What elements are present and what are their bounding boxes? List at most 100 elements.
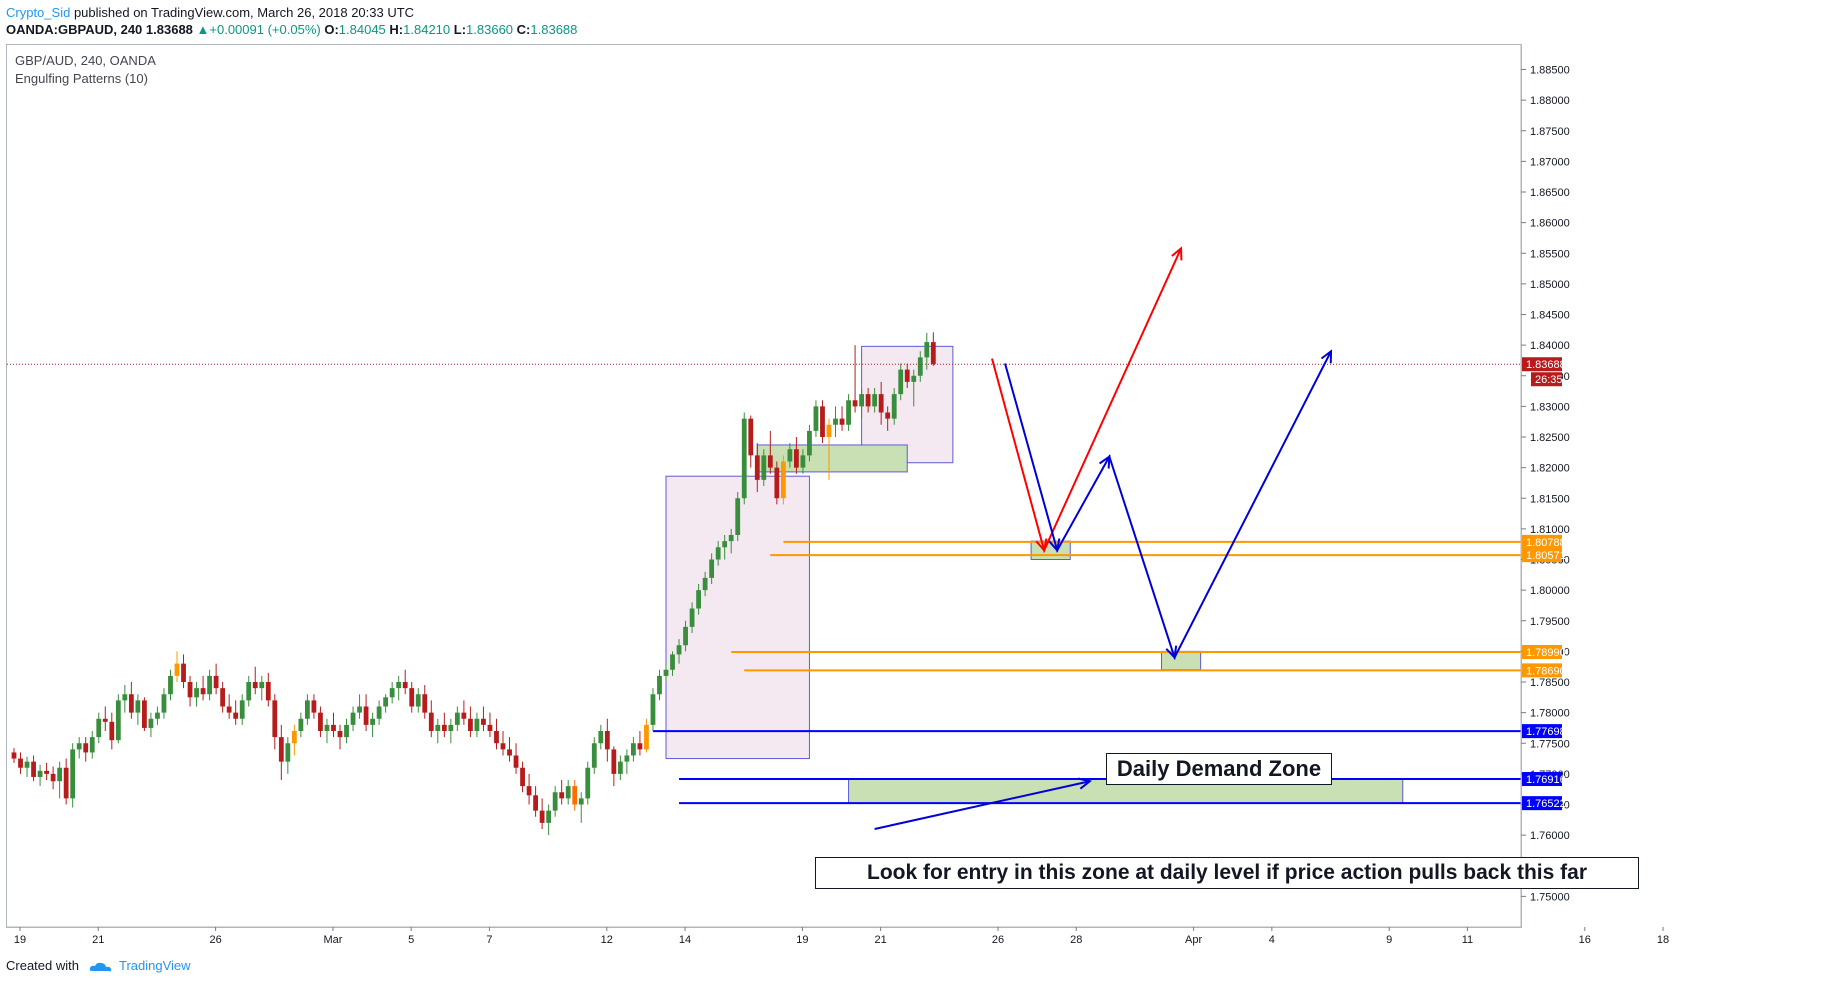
candle-body xyxy=(31,761,36,777)
candle-body xyxy=(109,721,115,741)
candle-body xyxy=(63,767,69,799)
legend-indicator[interactable]: Engulfing Patterns (10) xyxy=(15,71,148,86)
candle-body xyxy=(57,767,63,782)
candle-body xyxy=(878,394,884,413)
level-price-label: 1.78690 xyxy=(1526,665,1566,677)
price-tick-label: 1.80000 xyxy=(1530,585,1570,597)
candle-body xyxy=(44,770,49,774)
candle-body xyxy=(318,712,323,731)
price-tick-label: 1.88500 xyxy=(1530,65,1570,77)
candle-body xyxy=(252,682,258,689)
candle-body xyxy=(624,755,630,762)
level-price-tag xyxy=(1522,663,1562,678)
candle-body xyxy=(37,770,43,777)
candle-body xyxy=(70,749,76,799)
candle-body xyxy=(376,706,382,719)
time-tick-label: 9 xyxy=(1386,934,1392,946)
candle-body xyxy=(513,755,519,768)
candle-body xyxy=(83,743,89,753)
price-tick-label: 1.85500 xyxy=(1530,248,1570,260)
candle-body xyxy=(572,786,578,805)
price-tick-label: 1.78500 xyxy=(1530,677,1570,689)
candle-body xyxy=(298,718,304,731)
candle-body xyxy=(239,700,245,719)
level-price-label: 1.76916 xyxy=(1526,774,1566,786)
candle-body xyxy=(715,547,721,560)
level-price-tag xyxy=(1522,724,1562,739)
candle-body xyxy=(924,342,930,358)
tradingview-link[interactable]: TradingView xyxy=(119,958,191,973)
bullish-projection-arrow-head xyxy=(1077,777,1093,790)
demand-zone-box xyxy=(756,444,908,473)
price-tick-label: 1.87500 xyxy=(1530,126,1570,138)
candle-body xyxy=(291,731,297,744)
candle-body xyxy=(911,375,917,382)
candle-body xyxy=(644,724,649,750)
candle-body xyxy=(181,663,186,682)
price-tick-label: 1.75000 xyxy=(1530,891,1570,903)
chart-header: Crypto_Sid published on TradingView.com,… xyxy=(6,4,577,38)
price-tick-label: 1.84500 xyxy=(1530,310,1570,322)
bullish-projection-arrow xyxy=(1004,350,1332,661)
level-price-label: 1.77698 xyxy=(1526,726,1566,738)
candle-body xyxy=(122,694,128,701)
candle-body xyxy=(676,645,682,655)
candle-body xyxy=(344,724,349,738)
created-with: Created with xyxy=(6,958,79,973)
candle-body xyxy=(820,406,825,437)
time-tick-label: 26 xyxy=(209,934,221,946)
candle-body xyxy=(24,761,30,768)
candle-body xyxy=(350,712,356,725)
countdown-tag xyxy=(1531,372,1562,387)
candle-body xyxy=(526,786,532,796)
level-price-tag xyxy=(1522,548,1562,563)
candle-body xyxy=(285,743,291,762)
bullish-projection-arrow-head xyxy=(1320,349,1333,364)
candle-body xyxy=(50,773,56,782)
price-tick-label: 1.81000 xyxy=(1530,524,1570,536)
candle-body xyxy=(383,697,389,707)
current-price-label: 1.83688 xyxy=(1526,359,1566,371)
candle-body xyxy=(865,394,871,407)
time-tick-label: 21 xyxy=(875,934,887,946)
candle-body xyxy=(631,743,636,756)
candle-body xyxy=(207,675,212,695)
author-link[interactable]: Crypto_Sid xyxy=(6,5,71,20)
candle-body xyxy=(872,394,878,407)
candle-body xyxy=(96,718,102,738)
time-tick-label: 21 xyxy=(92,934,104,946)
current-price-tag xyxy=(1522,357,1562,372)
candle-body xyxy=(637,743,643,750)
legend-series[interactable]: GBP/AUD, 240, OANDA xyxy=(15,53,156,68)
candle-body xyxy=(780,461,786,499)
candle-body xyxy=(650,694,656,725)
bearish-projection-arrow-head xyxy=(1171,246,1183,261)
time-tick-label: 19 xyxy=(796,934,808,946)
candle-body xyxy=(200,688,206,695)
level-price-label: 1.76522 xyxy=(1526,798,1566,810)
candle-body xyxy=(696,590,701,609)
candle-body xyxy=(76,743,82,750)
candle-body xyxy=(846,400,851,425)
candle-body xyxy=(415,694,421,707)
candle-body xyxy=(800,455,806,468)
candle-body xyxy=(115,700,121,741)
candle-body xyxy=(265,682,271,701)
candle-body xyxy=(702,577,708,591)
candle-body xyxy=(389,688,395,698)
time-tick-label: 5 xyxy=(408,934,414,946)
time-tick-label: 16 xyxy=(1579,934,1591,946)
bearish-projection-arrow-head xyxy=(1035,538,1048,553)
footer: Created with TradingView xyxy=(6,958,191,973)
candle-body xyxy=(546,810,552,823)
projection-arrows xyxy=(874,246,1333,830)
candle-body xyxy=(663,669,669,676)
candle-body xyxy=(761,455,767,480)
candle-body xyxy=(565,786,571,799)
ohlc-line: OANDA:GBPAUD, 240 1.83688 ▲+0.00091 (+0.… xyxy=(6,21,577,38)
time-tick-label: 19 xyxy=(14,934,26,946)
candle-body xyxy=(657,675,662,695)
candle-body xyxy=(722,541,728,548)
low-label: L: xyxy=(453,22,467,37)
